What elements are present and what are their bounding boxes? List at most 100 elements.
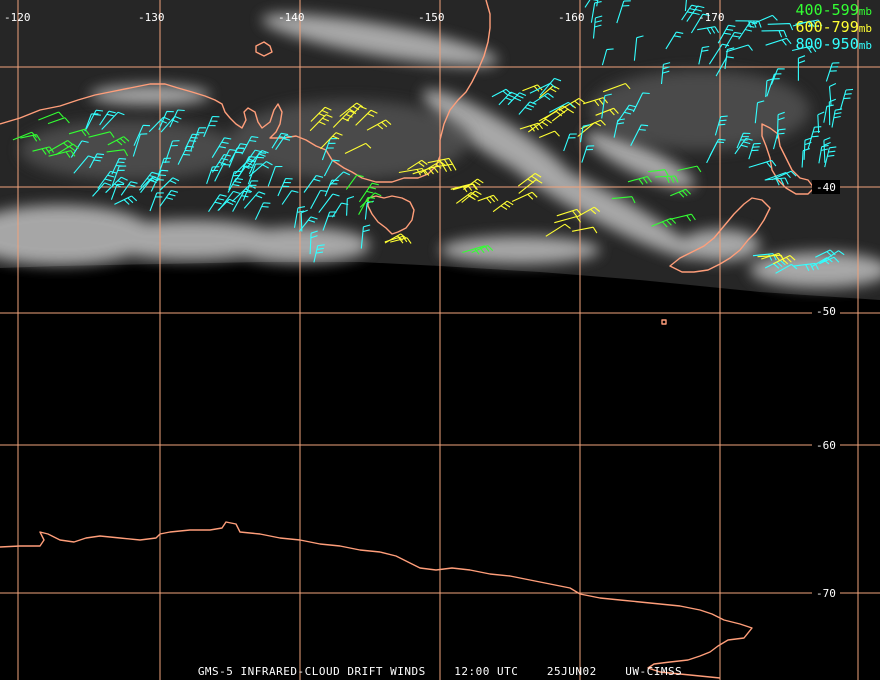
wind-barb xyxy=(617,104,637,122)
wind-barb xyxy=(717,24,736,44)
wind-barb xyxy=(355,109,378,126)
wind-barb xyxy=(150,169,169,192)
wind-barb xyxy=(803,137,812,160)
lon-label-130: -130 xyxy=(138,11,165,24)
antarctica-coast xyxy=(0,521,753,679)
caption-source: UW-CIMSS xyxy=(625,665,683,678)
wind-barb xyxy=(148,116,171,133)
wind-barb xyxy=(738,21,758,40)
wind-barb xyxy=(159,177,180,191)
wind-barb xyxy=(344,142,372,154)
wind-barb xyxy=(538,110,563,122)
wind-barb xyxy=(765,37,792,46)
lat-label-70: -70 xyxy=(816,587,836,600)
wind-barb xyxy=(601,93,612,119)
wind-barb xyxy=(359,192,382,208)
wind-barb xyxy=(764,259,786,269)
wind-barb xyxy=(595,107,619,116)
wind-barb xyxy=(828,83,837,106)
wind-barb xyxy=(734,137,753,155)
wind-barb xyxy=(84,113,99,132)
wind-barb xyxy=(751,14,778,25)
wind-barb xyxy=(169,109,185,128)
wind-barb xyxy=(757,254,785,262)
tasmania-coast xyxy=(367,195,415,235)
wind-barb xyxy=(577,122,602,137)
wind-barb xyxy=(511,191,538,203)
wind-barb xyxy=(648,169,669,177)
wind-barb xyxy=(767,23,794,31)
wind-barb xyxy=(592,15,603,39)
wind-barb xyxy=(332,110,357,128)
wind-barb xyxy=(234,158,257,175)
wind-barb xyxy=(384,235,408,244)
wind-barb xyxy=(323,159,340,177)
wind-barb xyxy=(549,101,574,113)
wind-barb xyxy=(669,213,696,222)
wind-barb xyxy=(748,159,777,168)
wind-barb xyxy=(346,195,355,216)
wind-barb xyxy=(665,31,684,50)
wind-barb xyxy=(360,224,371,249)
wind-barb xyxy=(498,91,518,106)
nz-south-island xyxy=(669,197,771,273)
wind-barb xyxy=(714,115,728,136)
wind-barb xyxy=(300,209,308,232)
lat-label-40: -40 xyxy=(816,181,836,194)
wind-barb xyxy=(558,97,585,111)
wind-barb xyxy=(775,263,798,274)
lon-label-160: -160 xyxy=(558,11,585,24)
wind-barb xyxy=(120,181,138,196)
wind-barb xyxy=(281,190,299,205)
wind-barb xyxy=(242,180,259,201)
wind-barb xyxy=(771,170,797,181)
wind-barb xyxy=(358,182,379,203)
wind-barb xyxy=(277,177,293,197)
lat-label-50: -50 xyxy=(816,305,836,318)
wind-barb xyxy=(725,44,753,53)
wind-barb xyxy=(651,217,677,228)
wind-barb xyxy=(89,153,105,169)
wind-barb xyxy=(819,250,845,264)
wind-barb xyxy=(47,117,70,125)
wind-barb xyxy=(214,163,231,182)
wind-barb xyxy=(754,100,765,124)
wind-barb xyxy=(795,19,823,29)
latitude-labels: -40 -50 -60 -70 xyxy=(812,180,840,600)
wind-barb xyxy=(310,189,328,209)
legend-item-600-799: 600-799mb xyxy=(796,19,872,37)
wind-barb xyxy=(708,43,730,65)
wind-barb xyxy=(427,157,454,167)
wind-barb xyxy=(545,223,571,237)
wind-barb xyxy=(345,174,364,190)
wind-barb xyxy=(68,128,90,137)
wind-barb xyxy=(133,124,151,146)
wind-barb xyxy=(517,172,542,187)
legend-item-800-950: 800-950mb xyxy=(796,36,872,54)
wind-barb xyxy=(660,62,671,85)
legend-range-800-950: 800-950 xyxy=(795,35,859,53)
macquarie-island xyxy=(661,319,667,325)
wind-barb xyxy=(761,30,788,38)
wind-barb xyxy=(793,262,819,272)
wind-barb xyxy=(697,26,720,35)
wind-barb xyxy=(211,154,231,173)
wind-barb xyxy=(690,13,710,34)
wind-barb xyxy=(477,194,499,204)
wind-barb xyxy=(242,149,263,168)
wind-barb xyxy=(309,114,333,132)
legend-unit-400-599: mb xyxy=(858,5,872,18)
wind-barb xyxy=(164,140,180,164)
wind-barb xyxy=(630,124,649,147)
wind-barb xyxy=(538,130,560,139)
wind-barb xyxy=(772,255,796,265)
wind-barb xyxy=(138,177,159,191)
caption-date: 25JUN02 xyxy=(546,665,597,678)
wind-barb xyxy=(248,152,267,175)
wind-barb xyxy=(231,184,256,202)
wind-barb xyxy=(309,230,318,255)
wind-barb xyxy=(358,196,376,215)
wind-barb xyxy=(823,104,834,123)
wind-barb xyxy=(157,157,172,176)
legend-unit-800-950: mb xyxy=(858,39,872,52)
